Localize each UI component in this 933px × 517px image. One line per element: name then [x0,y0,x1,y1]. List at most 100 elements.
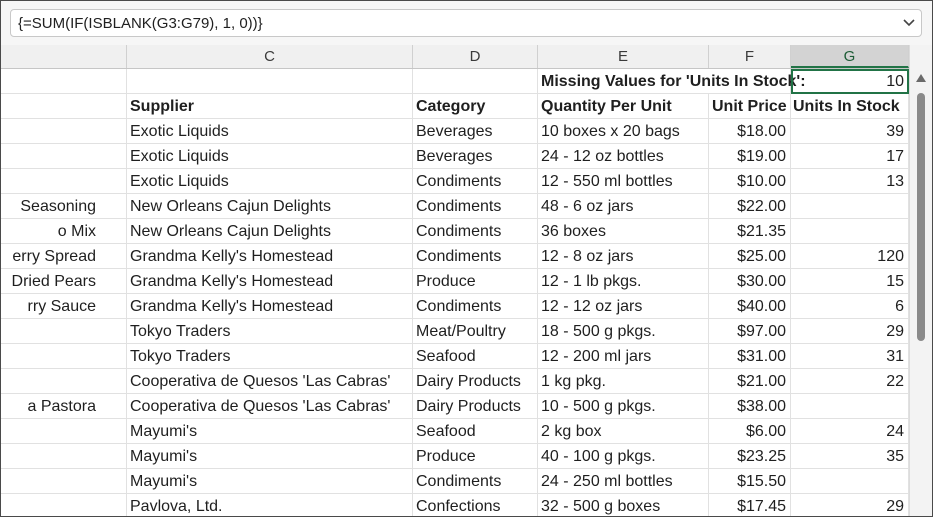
unit-price-cell[interactable]: $31.00 [709,344,791,369]
chevron-down-icon[interactable] [902,16,916,30]
units-in-stock-cell[interactable]: 17 [791,144,909,169]
missing-values-label[interactable]: Missing Values for 'Units In Stock': [538,69,806,94]
category-cell[interactable]: Seafood [413,419,538,444]
category-cell[interactable]: Produce [413,269,538,294]
unit-price-cell[interactable]: $38.00 [709,394,791,419]
vertical-scrollbar[interactable] [909,45,932,516]
product-name-fragment[interactable] [1,344,127,369]
category-cell[interactable]: Condiments [413,194,538,219]
supplier-cell[interactable]: Mayumi's [127,444,413,469]
quantity-per-unit-cell[interactable]: 12 - 1 lb pkgs. [538,269,709,294]
category-cell[interactable]: Condiments [413,294,538,319]
units-in-stock-cell[interactable]: 39 [791,119,909,144]
units-in-stock-cell[interactable]: 22 [791,369,909,394]
product-name-fragment[interactable] [1,169,127,194]
product-name-fragment[interactable] [1,369,127,394]
cell-c-title[interactable] [127,69,413,94]
supplier-cell[interactable]: Exotic Liquids [127,169,413,194]
unit-price-cell[interactable]: $30.00 [709,269,791,294]
category-cell[interactable]: Dairy Products [413,394,538,419]
unit-price-cell[interactable]: $23.25 [709,444,791,469]
supplier-cell[interactable]: Grandma Kelly's Homestead [127,244,413,269]
column-header-f[interactable]: F [709,45,791,68]
header-unit-price[interactable]: Unit Price [709,94,791,119]
product-name-fragment[interactable] [1,144,127,169]
category-cell[interactable]: Dairy Products [413,369,538,394]
quantity-per-unit-cell[interactable]: 12 - 550 ml bottles [538,169,709,194]
quantity-per-unit-cell[interactable]: 2 kg box [538,419,709,444]
quantity-per-unit-cell[interactable]: 24 - 12 oz bottles [538,144,709,169]
product-name-fragment[interactable] [1,119,127,144]
units-in-stock-cell[interactable] [791,194,909,219]
missing-values-count[interactable]: 10 [791,69,909,94]
product-name-fragment[interactable] [1,419,127,444]
product-name-fragment[interactable] [1,494,127,516]
product-name-fragment[interactable]: a Pastora [1,394,127,419]
column-header-d[interactable]: D [413,45,538,68]
supplier-cell[interactable]: New Orleans Cajun Delights [127,219,413,244]
unit-price-cell[interactable]: $21.35 [709,219,791,244]
quantity-per-unit-cell[interactable]: 12 - 12 oz jars [538,294,709,319]
quantity-per-unit-cell[interactable]: 12 - 8 oz jars [538,244,709,269]
unit-price-cell[interactable]: $21.00 [709,369,791,394]
supplier-cell[interactable]: Cooperativa de Quesos 'Las Cabras' [127,394,413,419]
unit-price-cell[interactable]: $15.50 [709,469,791,494]
supplier-cell[interactable]: Cooperativa de Quesos 'Las Cabras' [127,369,413,394]
product-name-fragment[interactable]: Dried Pears [1,269,127,294]
supplier-cell[interactable]: Mayumi's [127,469,413,494]
supplier-cell[interactable]: New Orleans Cajun Delights [127,194,413,219]
category-cell[interactable]: Beverages [413,119,538,144]
category-cell[interactable]: Condiments [413,219,538,244]
header-quantity-per-unit[interactable]: Quantity Per Unit [538,94,709,119]
unit-price-cell[interactable]: $25.00 [709,244,791,269]
category-cell[interactable]: Confections [413,494,538,516]
unit-price-cell[interactable]: $97.00 [709,319,791,344]
quantity-per-unit-cell[interactable]: 10 - 500 g pkgs. [538,394,709,419]
supplier-cell[interactable]: Pavlova, Ltd. [127,494,413,516]
product-name-fragment[interactable]: erry Spread [1,244,127,269]
header-category[interactable]: Category [413,94,538,119]
supplier-cell[interactable]: Mayumi's [127,419,413,444]
units-in-stock-cell[interactable]: 24 [791,419,909,444]
quantity-per-unit-cell[interactable]: 12 - 200 ml jars [538,344,709,369]
unit-price-cell[interactable]: $22.00 [709,194,791,219]
quantity-per-unit-cell[interactable]: 1 kg pkg. [538,369,709,394]
supplier-cell[interactable]: Exotic Liquids [127,144,413,169]
header-units-in-stock[interactable]: Units In Stock [791,94,909,119]
formula-text[interactable]: {=SUM(IF(ISBLANK(G3:G79), 1, 0))} [18,15,263,32]
quantity-per-unit-cell[interactable]: 36 boxes [538,219,709,244]
units-in-stock-cell[interactable]: 35 [791,444,909,469]
supplier-cell[interactable]: Tokyo Traders [127,344,413,369]
scroll-up-icon[interactable] [915,73,927,83]
quantity-per-unit-cell[interactable]: 40 - 100 g pkgs. [538,444,709,469]
units-in-stock-cell[interactable]: 13 [791,169,909,194]
category-cell[interactable]: Condiments [413,244,538,269]
units-in-stock-cell[interactable] [791,219,909,244]
header-supplier[interactable]: Supplier [127,94,413,119]
column-header-e[interactable]: E [538,45,709,68]
units-in-stock-cell[interactable]: 31 [791,344,909,369]
category-cell[interactable]: Condiments [413,469,538,494]
product-name-fragment[interactable] [1,319,127,344]
formula-bar[interactable]: {=SUM(IF(ISBLANK(G3:G79), 1, 0))} [10,9,922,37]
product-name-fragment[interactable]: Seasoning [1,194,127,219]
product-name-fragment[interactable] [1,444,127,469]
quantity-per-unit-cell[interactable]: 10 boxes x 20 bags [538,119,709,144]
category-cell[interactable]: Produce [413,444,538,469]
column-header-g[interactable]: G [791,45,909,68]
units-in-stock-cell[interactable] [791,394,909,419]
column-header-b[interactable] [1,45,127,68]
unit-price-cell[interactable]: $10.00 [709,169,791,194]
quantity-per-unit-cell[interactable]: 48 - 6 oz jars [538,194,709,219]
units-in-stock-cell[interactable]: 120 [791,244,909,269]
product-name-fragment[interactable] [1,469,127,494]
units-in-stock-cell[interactable]: 15 [791,269,909,294]
supplier-cell[interactable]: Grandma Kelly's Homestead [127,269,413,294]
units-in-stock-cell[interactable] [791,469,909,494]
unit-price-cell[interactable]: $18.00 [709,119,791,144]
category-cell[interactable]: Meat/Poultry [413,319,538,344]
quantity-per-unit-cell[interactable]: 18 - 500 g pkgs. [538,319,709,344]
cell-b-title[interactable] [1,69,127,94]
supplier-cell[interactable]: Tokyo Traders [127,319,413,344]
column-header-c[interactable]: C [127,45,413,68]
